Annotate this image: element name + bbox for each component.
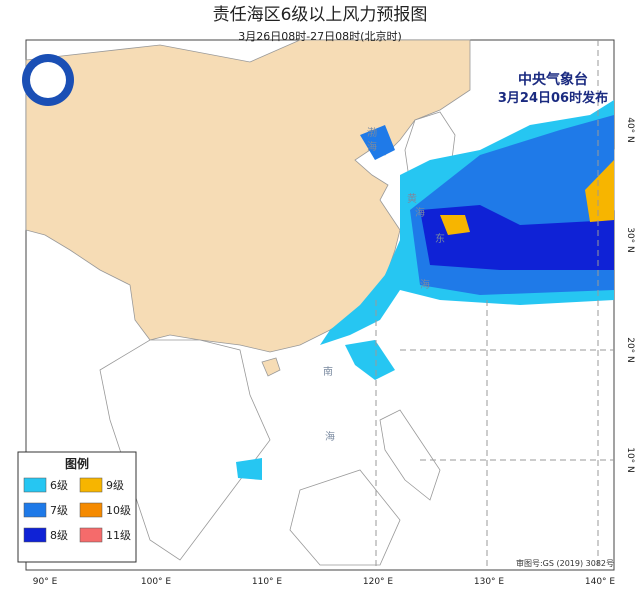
lat-label: 40° N: [625, 117, 635, 143]
lon-label: 90° E: [33, 577, 58, 587]
sea-label: 南: [323, 365, 333, 378]
wind-zone-7: [360, 125, 395, 160]
wind-zone-9: [440, 215, 470, 235]
lon-label: 100° E: [141, 577, 172, 587]
legend-swatch: [23, 527, 47, 543]
lon-label: 140° E: [585, 577, 616, 587]
sea-label: 黄: [407, 192, 417, 205]
lat-label: 10° N: [625, 447, 635, 473]
land-borneo: [289, 469, 401, 566]
lat-label: 20° N: [625, 337, 635, 363]
legend-swatch: [79, 477, 103, 493]
legend-label: 9级: [106, 479, 124, 492]
grid: [375, 40, 614, 570]
land-hainan: [261, 357, 281, 377]
sea-label: 海: [325, 430, 335, 443]
sea-label: 渤: [367, 126, 377, 139]
legend-swatch: [23, 502, 47, 518]
sea-label: 海: [420, 278, 430, 291]
wind-zone-6: [345, 340, 395, 380]
legend-label: 10级: [106, 504, 131, 517]
land-china: [25, 39, 471, 353]
legend-swatch: [23, 477, 47, 493]
lat-label: 30° N: [625, 227, 635, 253]
sea-label: 海: [415, 206, 425, 219]
agency: 中央气象台: [518, 71, 588, 88]
lon-label: 120° E: [363, 577, 394, 587]
approval: 审图号:GS (2019) 3082号: [516, 558, 614, 568]
title: 责任海区6级以上风力预报图: [213, 5, 428, 25]
lon-label: 130° E: [474, 577, 505, 587]
subtitle: 3月26日08时-27日08时(北京时): [238, 29, 402, 43]
lon-label: 110° E: [252, 577, 283, 587]
wind-zone-9: [585, 160, 614, 222]
wind-zone-8: [420, 205, 614, 270]
legend-label: 11级: [106, 529, 131, 542]
legend-swatch: [79, 527, 103, 543]
sea-label: 海: [367, 140, 377, 153]
legend-label: 6级: [50, 479, 68, 492]
land-indochina: [99, 339, 271, 561]
legend-label: 8级: [50, 529, 68, 542]
sea-label: 东: [435, 232, 445, 245]
legend-title: 图例: [65, 456, 89, 471]
issued: 3月24日06时发布: [498, 90, 608, 106]
land-philippines: [379, 409, 441, 501]
legend-swatch: [79, 502, 103, 518]
wind-zone-6: [236, 458, 262, 480]
legend-label: 7级: [50, 504, 68, 517]
logo-inner: [30, 62, 66, 98]
